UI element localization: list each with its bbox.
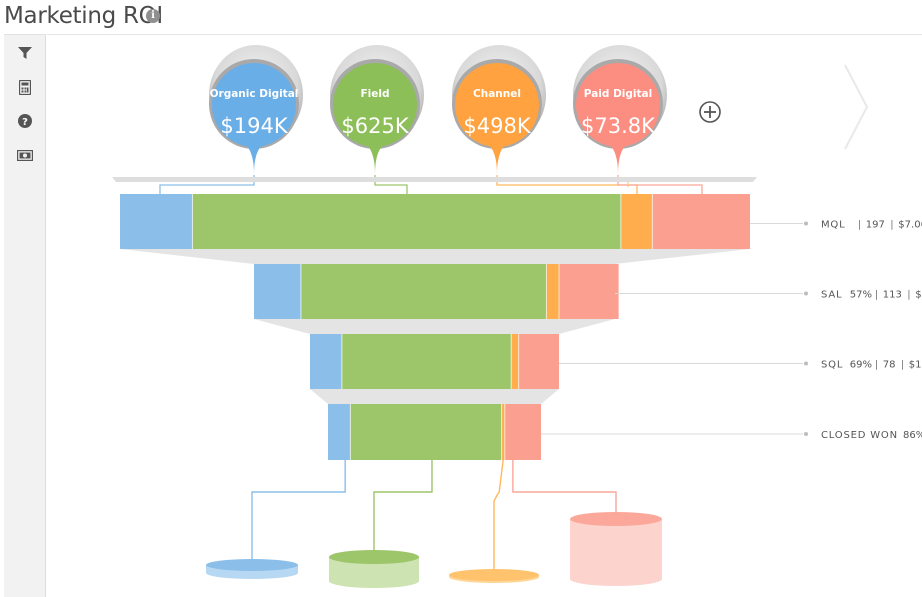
channel-bubble-field[interactable]: Field $625K bbox=[330, 45, 424, 174]
stage-value: $1 bbox=[909, 360, 922, 371]
funnel-canvas: Organic Digital $194K Field $625K Channel $49… bbox=[47, 34, 922, 597]
channel-value: $625K bbox=[341, 114, 409, 138]
result-bucket-paid-digital[interactable] bbox=[570, 512, 662, 586]
result-bucket-field[interactable] bbox=[329, 550, 419, 588]
channel-value: $194K bbox=[220, 114, 288, 138]
funnel-segment-paid-digital[interactable] bbox=[559, 264, 619, 319]
funnel-segment-paid-digital[interactable] bbox=[652, 194, 750, 249]
funnel-segment-field[interactable] bbox=[341, 334, 512, 389]
channel-bubble-paid-digital[interactable]: Paid Digital $73.8K bbox=[573, 45, 667, 174]
stage-name: MQL bbox=[821, 220, 845, 231]
funnel-segment-field[interactable] bbox=[192, 194, 621, 249]
stage-name: SQL bbox=[821, 360, 843, 371]
stage-conversion-pct: 57% bbox=[850, 290, 872, 301]
funnel-segment-paid-digital[interactable] bbox=[504, 404, 541, 460]
stage-count: 197 bbox=[866, 220, 885, 231]
funnel-top-shelf bbox=[112, 177, 757, 182]
funnel-segment-organic-digital[interactable] bbox=[120, 194, 193, 249]
channel-bubble-channel[interactable]: Channel $498K bbox=[452, 45, 546, 174]
svg-text:|: | bbox=[890, 220, 893, 231]
stage-conversion-pct: 86% bbox=[903, 430, 922, 441]
stage-value: $1 bbox=[915, 290, 922, 301]
svg-text:|: | bbox=[907, 290, 910, 301]
funnel-transition bbox=[254, 319, 615, 334]
stage-count: 78 bbox=[883, 360, 896, 371]
funnel-segment-field[interactable] bbox=[300, 264, 547, 319]
channel-bubble-organic-digital[interactable]: Organic Digital $194K bbox=[209, 45, 303, 174]
svg-text:|: | bbox=[875, 360, 878, 371]
channel-value: $73.8K bbox=[581, 114, 656, 138]
funnel-segment-field[interactable] bbox=[350, 404, 502, 460]
page-title: Marketing ROI bbox=[4, 3, 163, 29]
add-channel-button[interactable] bbox=[699, 101, 721, 123]
calculator-icon[interactable] bbox=[15, 77, 35, 97]
result-bucket-organic-digital[interactable] bbox=[206, 559, 298, 579]
funnel-segment-channel[interactable] bbox=[546, 264, 560, 319]
result-bucket-channel[interactable] bbox=[449, 569, 539, 583]
svg-text:|: | bbox=[875, 290, 878, 301]
funnel-transition bbox=[310, 389, 559, 404]
stage-name: CLOSED WON bbox=[821, 430, 898, 441]
channel-name: Paid Digital bbox=[584, 88, 652, 100]
stage-count: 113 bbox=[883, 290, 902, 301]
stage-conversion-pct: 69% bbox=[850, 360, 872, 371]
svg-text:|: | bbox=[901, 360, 904, 371]
next-chevron-icon[interactable] bbox=[844, 64, 869, 150]
side-toolbar: ? bbox=[4, 34, 46, 597]
channel-value: $498K bbox=[463, 114, 531, 138]
info-icon[interactable]: i bbox=[146, 9, 160, 23]
money-icon[interactable] bbox=[15, 145, 35, 165]
funnel-segment-organic-digital[interactable] bbox=[328, 404, 351, 460]
funnel-transition bbox=[120, 249, 750, 264]
funnel-chart: Organic Digital $194K Field $625K Channel $49… bbox=[112, 45, 922, 588]
funnel-segment-organic-digital[interactable] bbox=[310, 334, 342, 389]
svg-text:?: ? bbox=[22, 117, 28, 128]
channel-name: Channel bbox=[473, 88, 521, 100]
funnel-segment-channel[interactable] bbox=[620, 194, 653, 249]
funnel-segment-paid-digital[interactable] bbox=[518, 334, 559, 389]
svg-text:|: | bbox=[858, 220, 861, 231]
channel-name: Field bbox=[360, 88, 389, 100]
stage-name: SAL bbox=[821, 290, 842, 301]
funnel-segment-channel[interactable] bbox=[511, 334, 519, 389]
stage-value: $7.06 bbox=[898, 220, 922, 231]
funnel-segment-organic-digital[interactable] bbox=[254, 264, 301, 319]
channel-name: Organic Digital bbox=[210, 88, 299, 100]
title-bar: Marketing ROI i bbox=[0, 0, 922, 34]
funnel-segment-channel[interactable] bbox=[501, 404, 505, 460]
filter-icon[interactable] bbox=[15, 43, 35, 63]
help-icon[interactable]: ? bbox=[15, 111, 35, 131]
